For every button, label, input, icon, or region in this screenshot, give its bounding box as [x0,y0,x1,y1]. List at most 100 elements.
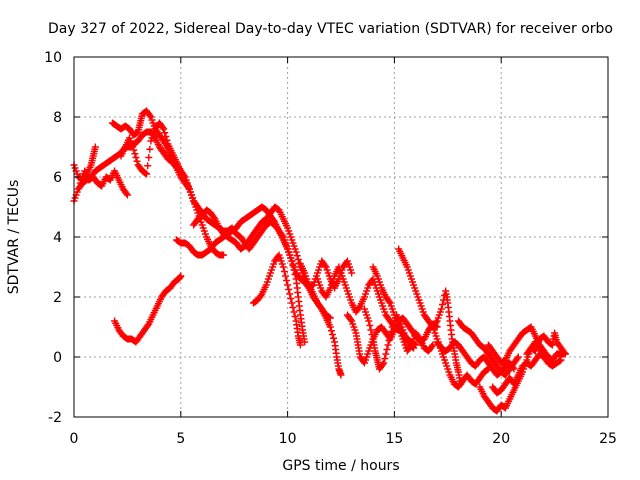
data-point [280,268,288,275]
data-point [382,350,390,358]
data-point [257,292,265,299]
data-point [513,355,521,362]
data-point [144,322,152,329]
y-tick-label: 6 [53,170,62,186]
y-tick-label: 0 [53,350,62,366]
data-point [383,346,391,353]
data-point [290,266,298,274]
data-point [283,277,291,284]
data-point [288,257,296,265]
data-series-arc-5 [117,119,228,259]
data-point [292,248,300,256]
data-point [429,341,437,349]
data-series-arc-10 [296,260,345,379]
axis-ticks: 0 5 10 15 20 25 -2 0 2 4 6 8 10 [44,50,617,447]
x-tick-label: 0 [70,431,79,447]
data-point [146,112,154,119]
x-tick-label: 10 [279,431,297,447]
data-series-arc-17 [433,338,518,379]
data-point [321,262,329,269]
data-point [289,262,297,269]
data-point [385,337,393,344]
data-point [328,331,336,338]
data-point [557,356,565,364]
data-point [366,322,374,329]
data-point [483,366,491,374]
data-point [326,323,334,331]
data-point [145,154,153,161]
data-point [160,125,168,133]
data-point [560,349,568,356]
x-axis-label: GPS time / hours [282,458,399,474]
data-point [291,313,299,320]
data-point [159,124,167,131]
data-point [177,272,185,280]
data-point [123,191,131,199]
data-series-arc-14 [369,263,437,355]
data-point [432,319,440,326]
data-point [514,353,522,361]
data-points [70,107,569,415]
data-point [161,129,169,137]
data-point [288,299,296,307]
data-series-arc-6 [111,272,185,346]
data-point [133,157,141,165]
data-point [355,304,363,311]
data-point [368,331,376,338]
data-point [327,327,335,335]
data-point [293,252,301,260]
data-point [142,169,150,177]
data-point [163,136,171,144]
data-series-arc-8 [190,203,356,292]
data-point [270,217,278,224]
data-point [290,308,298,316]
y-axis-label: SDTVAR / TECUs [6,180,22,295]
data-point [220,251,228,259]
data-point [162,133,170,140]
data-point [415,334,423,341]
chart-title: Day 327 of 2022, Sidereal Day-to-day VTE… [48,21,613,37]
data-point [367,326,375,334]
data-point [406,343,414,350]
data-point [379,361,387,368]
data-point [294,256,302,263]
data-point [561,350,569,358]
data-series-arc-9 [249,251,304,349]
data-point [144,162,152,170]
data-point [437,305,445,313]
y-tick-label: 2 [53,290,62,306]
data-point [438,301,446,308]
data-point [457,380,465,388]
data-point [347,316,355,323]
data-point [122,190,130,197]
x-tick-label: 5 [176,431,185,447]
data-point [348,269,356,277]
data-point [317,304,325,311]
data-point [281,272,289,280]
data-series-arc-3 [76,167,131,199]
data-point [131,150,139,158]
data-point [285,286,293,293]
data-point [286,290,294,298]
data-point [289,304,297,311]
data-point [386,332,394,340]
data-point [301,338,309,346]
x-tick-label: 25 [599,431,617,447]
data-point [287,295,295,302]
data-point [428,343,436,350]
data-series-arc-16 [429,287,465,388]
data-point [91,143,99,151]
y-tick-label: 8 [53,110,62,126]
data-point [385,298,393,305]
data-point [387,328,395,335]
data-point [384,341,392,349]
data-series-arc-13 [360,305,418,373]
y-tick-label: 4 [53,230,62,246]
y-tick-label: -2 [48,410,62,426]
data-point [556,357,564,365]
data-point [284,281,292,289]
data-point [210,214,218,221]
data-series-arc-15 [395,245,492,391]
data-point [291,271,299,278]
